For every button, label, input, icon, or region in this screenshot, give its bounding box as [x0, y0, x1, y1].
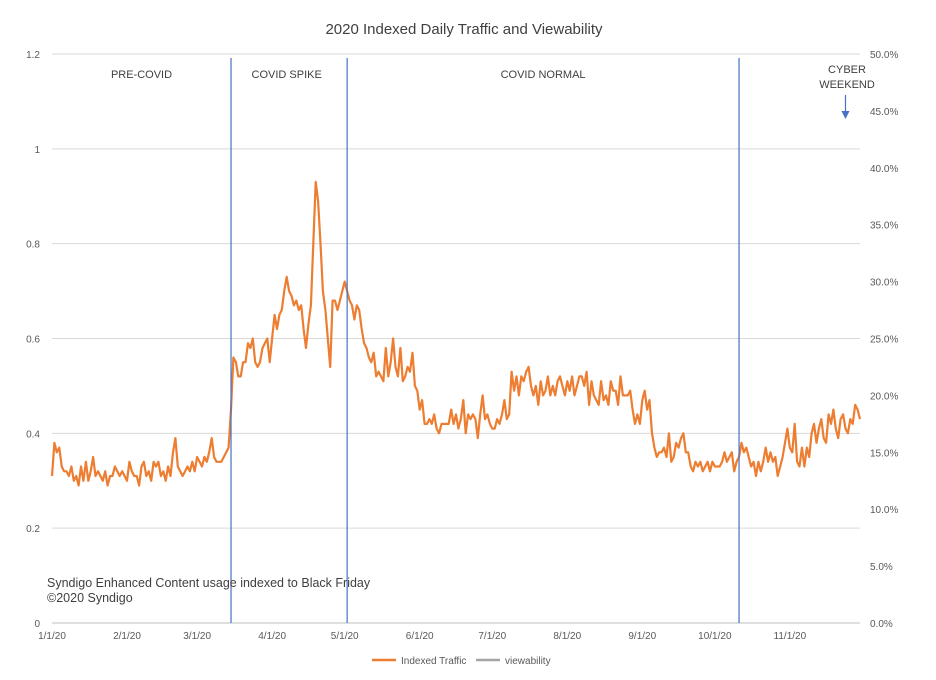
x-tick-label: 6/1/20: [406, 631, 434, 642]
y-right-tick-label: 30.0%: [870, 278, 898, 289]
y-right-tick-label: 25.0%: [870, 335, 898, 346]
annotations: Syndigo Enhanced Content usage indexed t…: [47, 64, 875, 605]
y-left-tick-label: 0.4: [26, 429, 40, 440]
phase-label: COVID SPIKE: [252, 69, 322, 81]
legend-label-traffic: Indexed Traffic: [401, 656, 466, 667]
y-right-tick-label: 15.0%: [870, 448, 898, 459]
gridlines: [52, 53, 860, 624]
y-right-tick-label: 20.0%: [870, 391, 898, 402]
y-right-tick-label: 45.0%: [870, 107, 898, 118]
series-group: [50, 180, 862, 487]
y-right-tick-label: 10.0%: [870, 505, 898, 516]
x-tick-label: 5/1/20: [331, 631, 359, 642]
phase-label: COVID NORMAL: [501, 69, 586, 81]
x-tick-label: 7/1/20: [478, 631, 506, 642]
y-left-tick-label: 1.2: [26, 50, 40, 61]
phase-labels: PRE-COVID COVID SPIKE COVID NORMAL: [111, 69, 586, 81]
x-tick-label: 4/1/20: [258, 631, 286, 642]
x-tick-label: 9/1/20: [628, 631, 656, 642]
chart-title: 2020 Indexed Daily Traffic and Viewabili…: [325, 21, 603, 38]
cyber-label-line-1: CYBER: [828, 64, 866, 76]
y-left-tick-label: 0: [34, 619, 40, 630]
y-left-tick-label: 0.2: [26, 524, 40, 535]
x-tick-label: 1/1/20: [38, 631, 66, 642]
x-tick-label: 10/1/20: [698, 631, 732, 642]
y-right-tick-label: 35.0%: [870, 221, 898, 232]
y-right-tick-label: 50.0%: [870, 50, 898, 61]
legend-label-viewability: viewability: [505, 656, 551, 667]
x-tick-label: 2/1/20: [113, 631, 141, 642]
y-axis-left: 0 0.2 0.4 0.6 0.8 1 1.2: [26, 50, 40, 630]
x-axis: 1/1/20 2/1/20 3/1/20 4/1/20 5/1/20 6/1/20 7/1/…: [38, 631, 806, 642]
y-right-tick-label: 40.0%: [870, 164, 898, 175]
x-tick-label: 3/1/20: [183, 631, 211, 642]
phase-label: PRE-COVID: [111, 69, 172, 81]
annotation-line-1: Syndigo Enhanced Content usage indexed t…: [47, 576, 371, 590]
cyber-label-line-2: WEEKEND: [819, 79, 875, 91]
legend: Indexed Traffic viewability: [372, 656, 551, 667]
y-left-tick-label: 1: [34, 145, 40, 156]
annotation-line-2: ©2020 Syndigo: [47, 591, 133, 605]
y-left-tick-label: 0.8: [26, 240, 40, 251]
y-right-tick-label: 0.0%: [870, 619, 893, 630]
y-left-tick-label: 0.6: [26, 335, 40, 346]
y-axis-right: 0.0% 5.0% 10.0% 15.0% 20.0% 25.0% 30.0% 35.0% 40…: [870, 50, 898, 630]
traffic-line: [50, 180, 862, 487]
phase-lines: [230, 58, 740, 623]
cyber-arrow-head: [841, 111, 850, 119]
x-tick-label: 8/1/20: [553, 631, 581, 642]
y-right-tick-label: 5.0%: [870, 562, 893, 573]
x-tick-label: 11/1/20: [774, 631, 807, 642]
